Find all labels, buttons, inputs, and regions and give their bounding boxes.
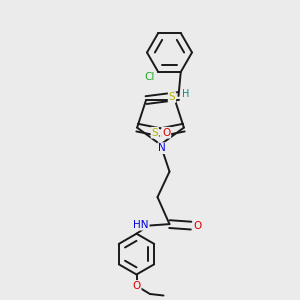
Text: S: S bbox=[169, 92, 175, 102]
Text: O: O bbox=[162, 128, 170, 138]
Text: O: O bbox=[132, 281, 141, 291]
Text: Cl: Cl bbox=[145, 72, 155, 82]
Text: O: O bbox=[194, 220, 202, 231]
Text: S: S bbox=[152, 128, 158, 138]
Text: N: N bbox=[158, 143, 166, 153]
Text: HN: HN bbox=[133, 220, 149, 230]
Text: H: H bbox=[182, 89, 190, 100]
